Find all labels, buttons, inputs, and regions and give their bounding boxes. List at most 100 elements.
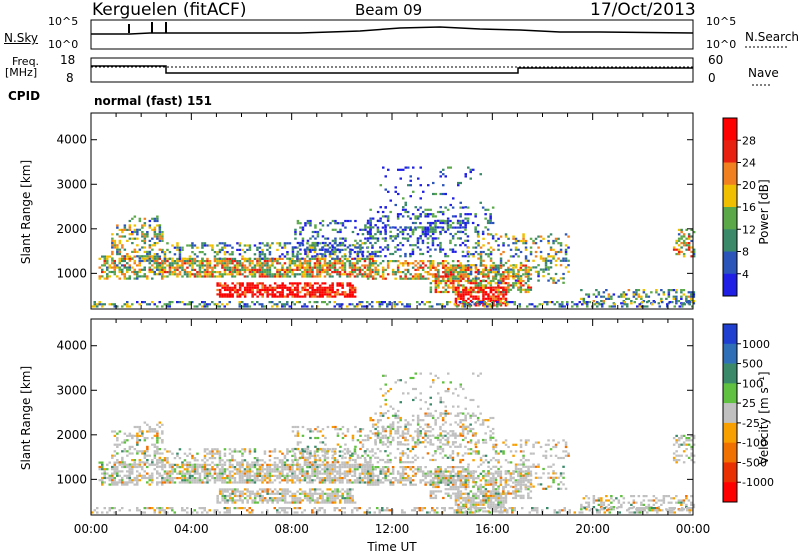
radar-cell (437, 277, 440, 280)
radar-cell (231, 275, 234, 278)
radar-cell (328, 492, 332, 495)
radar-cell (218, 282, 222, 285)
radar-cell (396, 228, 400, 231)
radar-cell (494, 288, 498, 291)
radar-cell (171, 266, 174, 269)
radar-cell (551, 301, 554, 304)
radar-cell (291, 461, 295, 464)
radar-cell (301, 468, 304, 471)
radar-cell (601, 303, 604, 306)
radar-cell (263, 450, 267, 453)
radar-cell (469, 288, 473, 292)
radar-cell (153, 244, 157, 247)
radar-cell (188, 244, 192, 247)
radar-cell (221, 499, 224, 502)
radar-cell (226, 257, 229, 260)
radar-cell (597, 291, 601, 294)
radar-cell (466, 206, 470, 209)
radar-cell (106, 266, 109, 269)
radar-cell (266, 474, 269, 477)
radar-cell (334, 461, 337, 464)
radar-cell (444, 268, 448, 272)
radar-cell (226, 284, 229, 287)
radar-cell (358, 257, 362, 260)
radar-cell (228, 266, 232, 269)
radar-cell (449, 277, 453, 280)
radar-cell (298, 468, 302, 471)
radar-cell (261, 284, 264, 287)
radar-cell (469, 270, 473, 273)
radar-cell (208, 452, 212, 455)
radar-cell (246, 501, 249, 504)
radar-cell (323, 468, 327, 471)
radar-cell (136, 228, 139, 231)
radar-cell (529, 288, 533, 291)
radar-cell (101, 465, 104, 469)
radar-cell (306, 246, 309, 249)
radar-cell (409, 244, 412, 247)
radar-cell (281, 488, 284, 491)
radar-cell (216, 499, 219, 502)
radar-cell (351, 264, 354, 267)
radar-cell (241, 293, 244, 296)
radar-cell (286, 477, 289, 480)
radar-cell (417, 177, 420, 180)
radar-cell (228, 463, 232, 466)
radar-cell (321, 472, 324, 475)
radar-cell (331, 501, 334, 504)
radar-cell (481, 230, 485, 233)
radar-cell (492, 277, 495, 280)
radar-cell (246, 257, 249, 260)
radar-cell (348, 273, 352, 276)
radar-cell (313, 288, 317, 292)
radar-cell (452, 286, 455, 289)
radar-cell (527, 268, 530, 272)
radar-cell (341, 432, 345, 435)
radar-cell (361, 468, 364, 471)
radar-cell (243, 305, 246, 308)
radar-cell (596, 301, 599, 304)
radar-cell (434, 221, 437, 225)
radar-cell (351, 466, 354, 469)
radar-cell (459, 181, 462, 185)
radar-cell (148, 262, 151, 265)
radar-cell (479, 257, 483, 260)
radar-cell (136, 441, 139, 444)
radar-cell (101, 270, 104, 274)
radar-cell (283, 461, 287, 464)
radar-cell (428, 301, 431, 304)
radar-cell (136, 301, 139, 304)
radar-cell (143, 268, 146, 271)
radar-cell (371, 305, 374, 308)
radar-cell (218, 479, 222, 482)
radar-cell (303, 286, 307, 289)
radar-cell (191, 251, 194, 254)
radar-cell (171, 260, 174, 263)
radar-cell (263, 262, 267, 265)
radar-cell (324, 241, 327, 245)
radar-cell (404, 166, 407, 169)
radar-cell (201, 266, 204, 269)
radar-cell (311, 244, 315, 247)
radar-cell (414, 221, 417, 225)
radar-cell (323, 454, 327, 457)
radar-cell (236, 472, 239, 475)
radar-cell (690, 235, 693, 238)
radar-cell (482, 244, 485, 247)
radar-cell (507, 266, 510, 269)
radar-cell (328, 463, 332, 466)
radar-cell (261, 293, 264, 296)
radar-cell (218, 295, 222, 298)
radar-cell (116, 461, 119, 464)
radar-cell (464, 213, 467, 216)
radar-cell (316, 430, 320, 433)
radar-cell (246, 275, 249, 278)
radar-cell (278, 492, 282, 495)
radar-cell (369, 235, 372, 238)
radar-cell (343, 452, 347, 455)
radar-cell (211, 461, 214, 464)
radar-cell (371, 246, 374, 249)
radar-cell (376, 271, 380, 274)
radar-cell (331, 447, 335, 451)
radar-cell (477, 291, 480, 294)
